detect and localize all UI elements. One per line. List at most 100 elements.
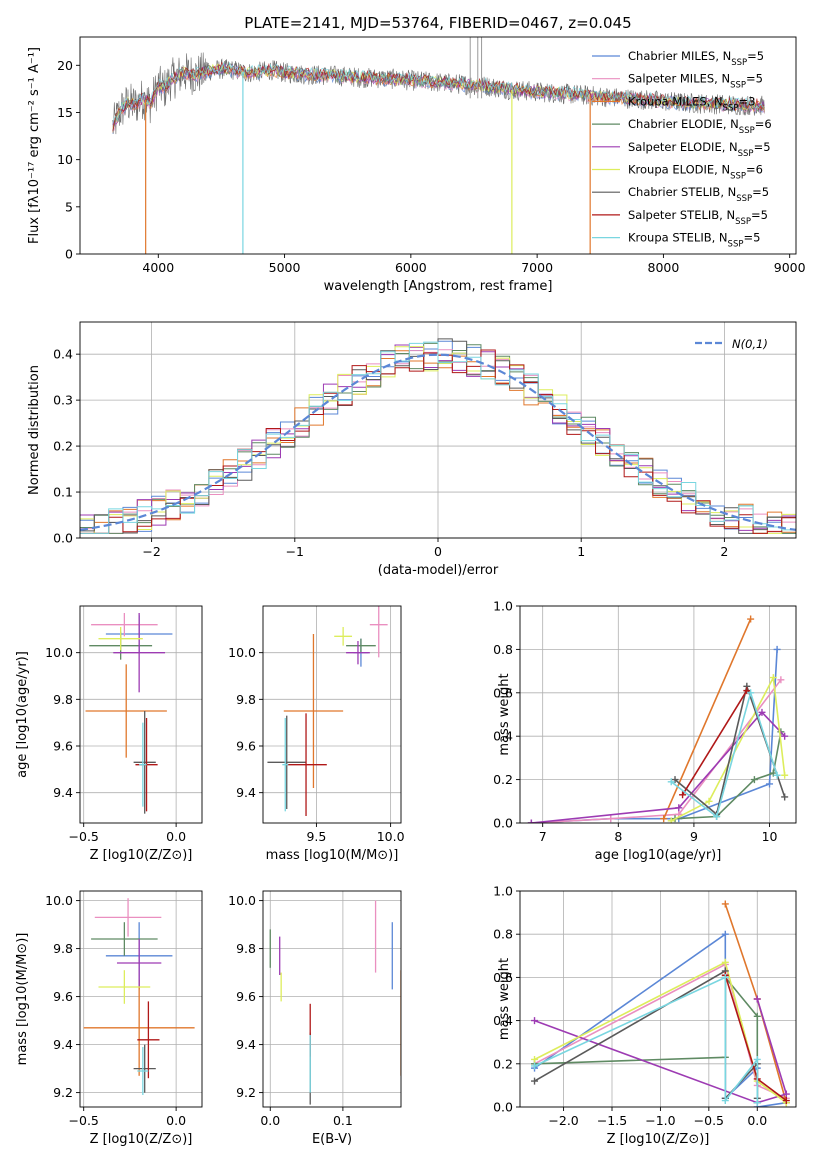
weight-marker: [721, 1097, 729, 1105]
y-tick-label: 0.0: [53, 531, 73, 546]
weight-marker: [747, 689, 755, 697]
x-tick-label: −2: [142, 544, 160, 559]
y-axis-label: mass weight: [497, 958, 512, 1040]
y-axis-label: Flux [fλ10⁻¹⁷ erg cm⁻² s⁻¹ A⁻¹]: [27, 47, 42, 244]
plot-area: [85, 613, 173, 814]
weight-marker: [743, 687, 751, 695]
plot-area: [269, 900, 401, 1105]
weight-marker: [781, 793, 789, 801]
weight-marker: [667, 778, 675, 786]
y-tick-label: 9.8: [236, 692, 256, 707]
weight-line-7: [681, 690, 748, 796]
x-tick-label: 9: [690, 829, 698, 844]
x-axis-label: Z [log10(Z/Z⊙)]: [90, 848, 193, 863]
x-tick-label: 0.0: [747, 1113, 767, 1128]
y-tick-label: 0.4: [53, 347, 73, 362]
normal-curve: [80, 353, 796, 531]
axes-frame: [79, 890, 203, 1108]
weight-marker: [773, 771, 781, 779]
weight-marker: [721, 958, 729, 966]
x-tick-label: 0.0: [166, 1113, 186, 1128]
legend-label-3: Chabrier ELODIE, NSSP=6: [628, 117, 772, 136]
x-tick-label: 0: [434, 544, 442, 559]
x-tick-label: 7: [539, 829, 547, 844]
weight-line-4: [531, 711, 786, 823]
y-tick-label: 0.4: [493, 1013, 513, 1028]
weight-line-3: [534, 975, 759, 1103]
x-tick-label: 10: [762, 829, 778, 844]
x-axis-label: Z [log10(Z/Z⊙)]: [90, 1132, 193, 1147]
plot-area: [267, 606, 388, 816]
weight-marker: [777, 676, 785, 684]
x-tick-label: 7000: [521, 260, 553, 275]
legend-label-4: Salpeter ELODIE, NSSP=5: [628, 140, 771, 159]
x-tick-label: 8: [614, 829, 622, 844]
y-tick-label: 10.0: [228, 893, 256, 908]
x-tick-label: −0.5: [69, 1113, 99, 1128]
weight-marker: [758, 708, 766, 716]
weight-marker: [713, 812, 721, 820]
axes-frame: [79, 605, 203, 824]
panel-0: 4000 5000 6000 7000 8000 9000 0 5 10 15 20 waveleng…: [27, 36, 806, 294]
y-tick-label: 9.6: [53, 739, 73, 754]
y-tick-label: 0.8: [493, 927, 513, 942]
y-tick-label: 9.4: [53, 1037, 73, 1052]
y-tick-label: 0.0: [493, 1100, 513, 1115]
weight-marker: [531, 1077, 539, 1085]
weight-marker: [773, 645, 781, 653]
y-axis-label: mass weight: [497, 673, 512, 755]
y-tick-label: 10: [57, 152, 73, 167]
y-tick-label: 20: [57, 58, 73, 73]
y-tick-label: 9.8: [53, 692, 73, 707]
legend-label-8: Kroupa STELIB, NSSP=5: [628, 231, 760, 250]
y-tick-label: 9.4: [236, 1037, 256, 1052]
y-tick-label: 0.1: [53, 485, 73, 500]
weight-marker: [747, 615, 755, 623]
y-tick-label: 0.6: [493, 970, 513, 985]
x-axis-label: mass [log10(M/M⊙)]: [266, 848, 399, 863]
weight-marker: [782, 1097, 790, 1105]
panel-5: −0.5 0.0 9.2 9.4 9.6 9.8 10.0 Z [log10(Z/Z⊙)] ma…: [15, 890, 203, 1147]
weight-line-4: [534, 998, 788, 1104]
y-tick-label: 9.4: [236, 785, 256, 800]
y-tick-label: 9.6: [236, 739, 256, 754]
y-tick-label: 1.0: [493, 599, 513, 614]
x-tick-label: 1: [577, 544, 585, 559]
legend-label-0: Chabrier MILES, NSSP=5: [628, 49, 764, 68]
weight-line-8: [534, 976, 759, 1103]
panel-1: −2 −1 0 1 2 0.0 0.1 0.2 0.3 0.4 (data-model)/error…: [27, 321, 797, 578]
axes-frame: [519, 605, 797, 824]
y-tick-label: 0.2: [53, 439, 73, 454]
axes-frame: [519, 890, 797, 1108]
legend-label-1: Salpeter MILES, NSSP=5: [628, 72, 763, 91]
x-tick-label: 2: [720, 544, 728, 559]
x-tick-label: 9.5: [306, 829, 326, 844]
weight-line-0: [534, 932, 787, 1107]
legend-normal-label: N(0,1): [732, 337, 768, 351]
x-axis-label: Z [log10(Z/Z⊙)]: [607, 1132, 710, 1147]
x-tick-label: 4000: [142, 260, 174, 275]
x-axis-label: age [log10(age/yr)]: [595, 848, 722, 863]
x-axis-label: wavelength [Angstrom, rest frame]: [324, 279, 553, 294]
y-axis-label: Normed distribution: [27, 365, 42, 495]
model-spectrum-7: [112, 61, 765, 131]
weight-marker: [527, 819, 535, 823]
weight-marker: [607, 815, 615, 823]
weight-marker: [667, 817, 675, 823]
y-tick-label: 10.0: [45, 893, 73, 908]
axes-frame: [79, 321, 797, 539]
x-tick-label: 5000: [269, 260, 301, 275]
y-tick-label: 5: [65, 199, 73, 214]
x-tick-label: 9000: [774, 260, 806, 275]
y-tick-label: 0.6: [493, 685, 513, 700]
weight-marker: [753, 995, 761, 1003]
weight-line-8: [670, 689, 778, 818]
weight-marker: [750, 776, 758, 784]
plot-area: [531, 900, 790, 1107]
weight-marker: [531, 1055, 539, 1063]
x-tick-label: 0.0: [260, 1113, 280, 1128]
legend-label-6: Chabrier STELIB, NSSP=5: [628, 185, 769, 204]
y-tick-label: 15: [57, 105, 73, 120]
weight-marker: [781, 771, 789, 779]
x-tick-label: −2.0: [548, 1113, 578, 1128]
